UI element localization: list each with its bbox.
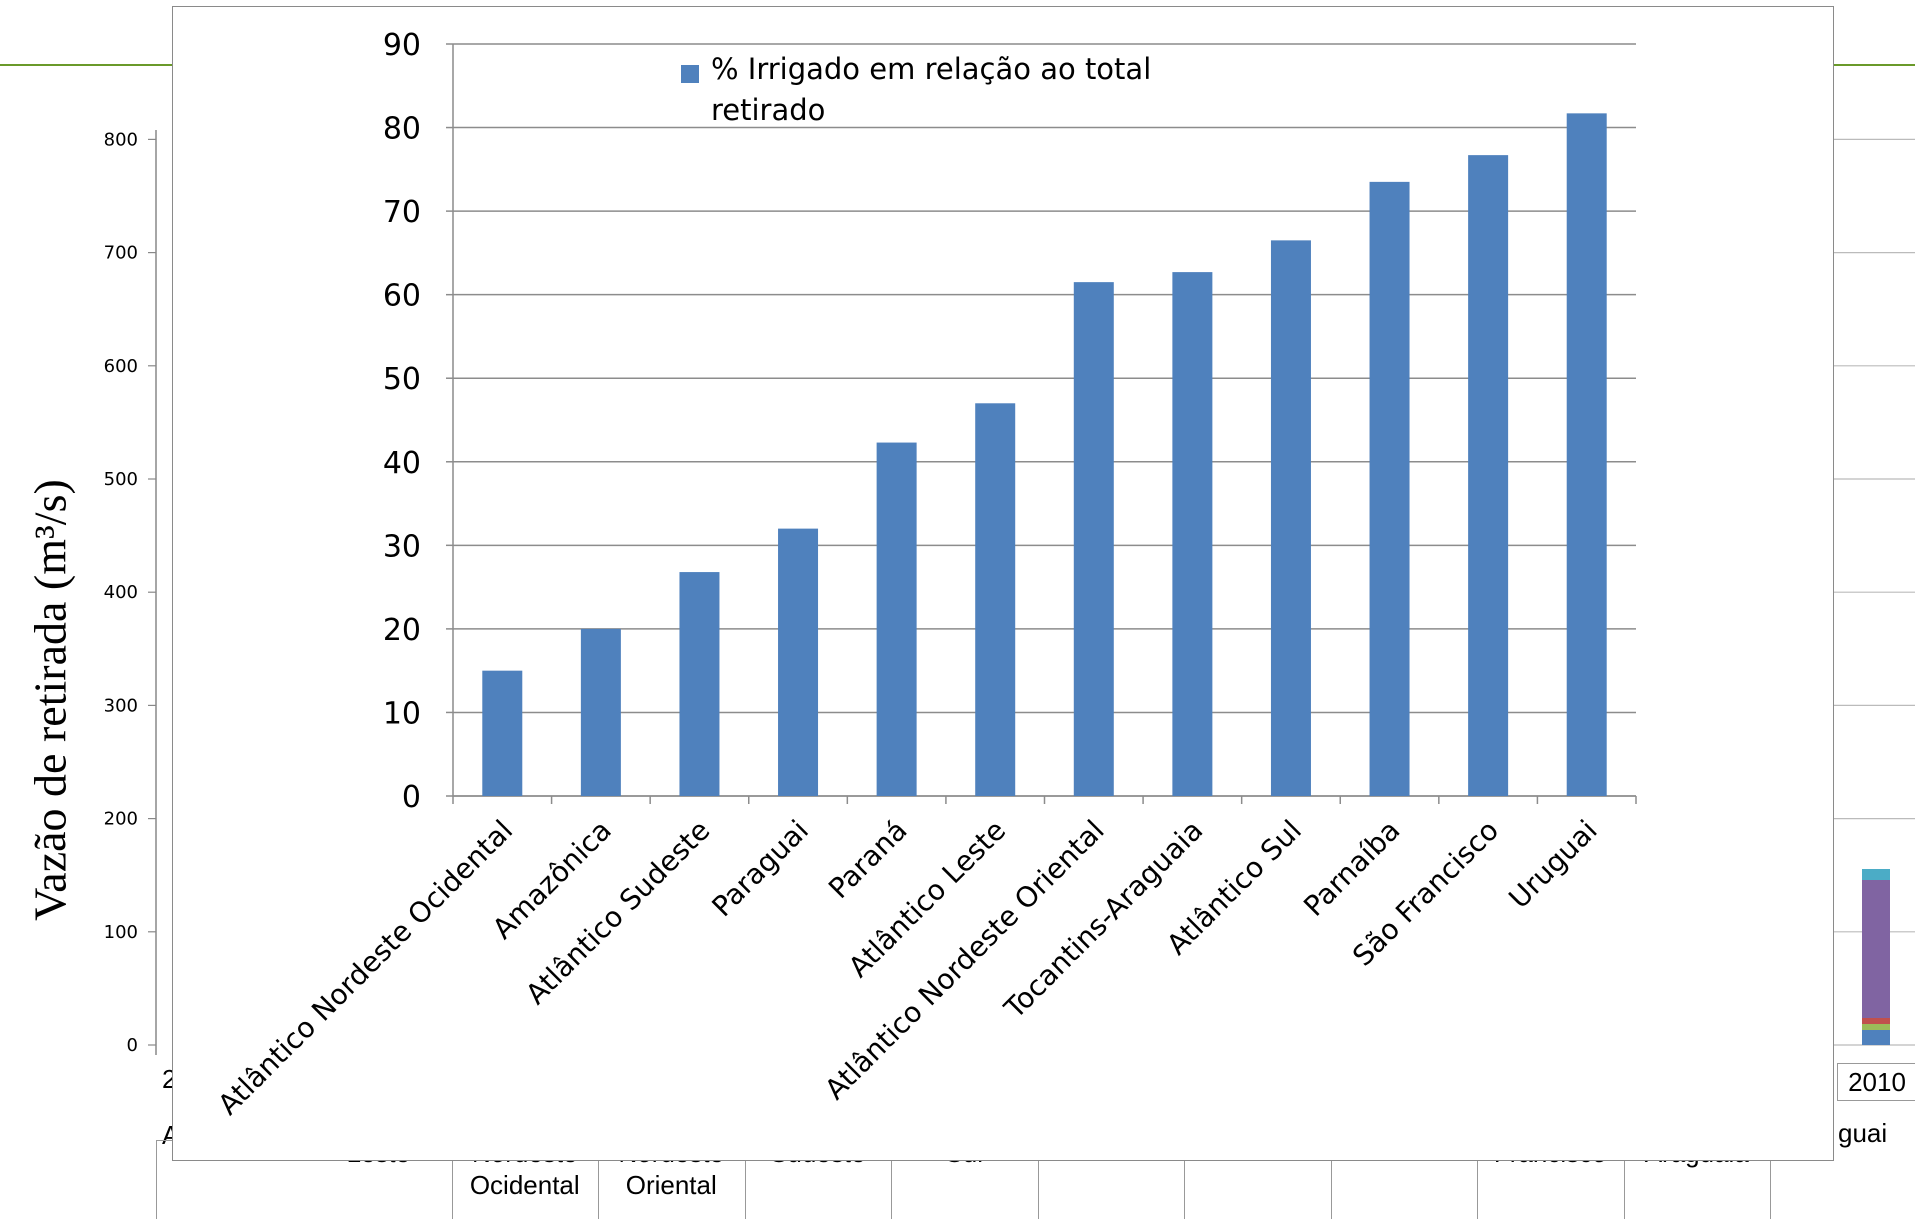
y-tick-label: 70: [383, 195, 421, 230]
x-tick-label: Atlântico Nordeste Ocidental: [212, 814, 520, 1122]
bar: [1172, 272, 1212, 796]
bar: [1271, 240, 1311, 796]
y-tick-label: 80: [383, 112, 421, 147]
y-tick-label: 10: [383, 696, 421, 731]
y-tick-label: 90: [383, 28, 421, 63]
x-tick-label: Uruguai: [1502, 814, 1603, 915]
bar: [975, 403, 1015, 796]
legend-label: % Irrigado em relação ao total: [711, 52, 1151, 86]
bar: [581, 629, 621, 796]
legend-label: retirado: [711, 93, 825, 127]
bar: [1468, 155, 1508, 796]
y-tick-label: 30: [383, 529, 421, 564]
x-tick-label: Atlântico Sudeste: [519, 814, 716, 1011]
legend-swatch: [681, 65, 699, 83]
bar: [679, 572, 719, 796]
y-tick-label: 60: [383, 279, 421, 314]
bar: [482, 671, 522, 796]
bar: [1567, 113, 1607, 796]
y-tick-label: 20: [383, 613, 421, 648]
bar: [1074, 282, 1114, 796]
bar: [1370, 182, 1410, 796]
x-tick-label: Paraguai: [705, 814, 815, 924]
y-tick-label: 50: [383, 362, 421, 397]
bar: [877, 443, 917, 796]
bar: [778, 529, 818, 796]
y-tick-label: 40: [383, 446, 421, 481]
x-tick-label: Paraná: [822, 814, 913, 905]
y-tick-label: 0: [402, 780, 421, 815]
